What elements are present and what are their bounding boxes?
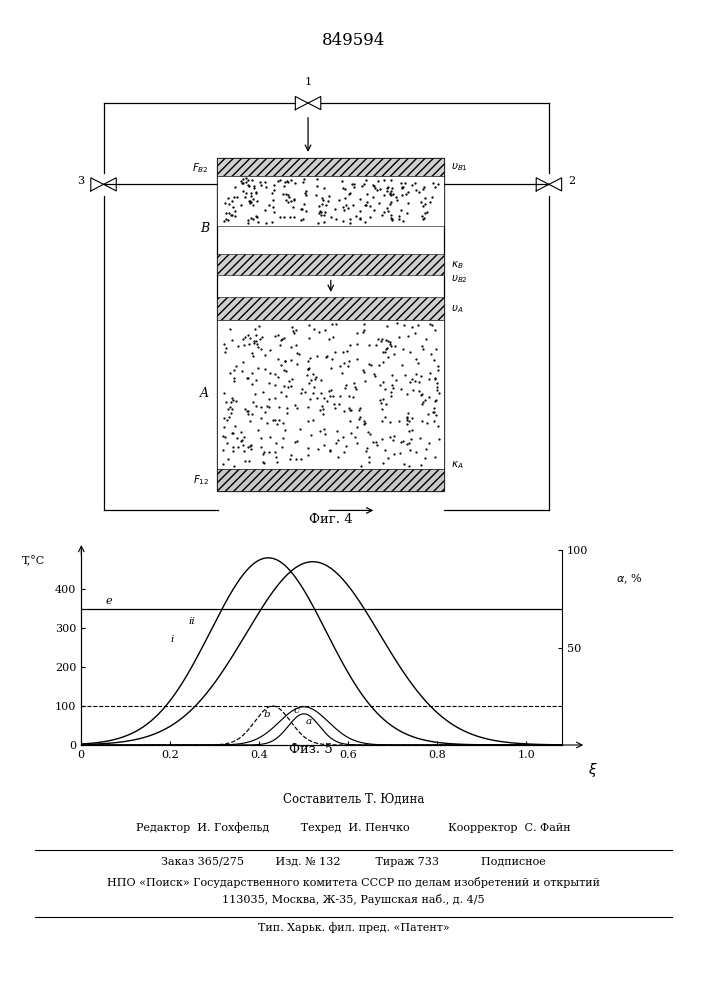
Text: A: A <box>200 387 209 400</box>
Text: Физ. 5: Физ. 5 <box>289 743 333 756</box>
Text: b: b <box>264 710 271 719</box>
Text: i: i <box>170 635 174 644</box>
Text: 1: 1 <box>305 77 312 87</box>
Text: $\upsilon_A$: $\upsilon_A$ <box>451 303 464 315</box>
Text: $\kappa_B$: $\kappa_B$ <box>451 259 464 271</box>
Bar <box>217 158 445 176</box>
Text: e: e <box>106 596 112 606</box>
Text: 2: 2 <box>568 176 575 186</box>
Bar <box>217 158 445 491</box>
Bar <box>217 176 445 226</box>
Text: c: c <box>293 706 299 715</box>
Text: Тип. Харьк. фил. пред. «Патент»: Тип. Харьк. фил. пред. «Патент» <box>257 922 450 933</box>
Text: a: a <box>306 717 312 726</box>
Text: $F_{12}$: $F_{12}$ <box>192 473 209 487</box>
Text: Составитель Т. Юдина: Составитель Т. Юдина <box>283 793 424 806</box>
Text: $\upsilon_{B2}$: $\upsilon_{B2}$ <box>451 273 468 285</box>
Bar <box>217 320 445 469</box>
Text: $\xi$: $\xi$ <box>588 761 598 779</box>
Text: $F_{B2}$: $F_{B2}$ <box>192 162 209 175</box>
Text: 849594: 849594 <box>322 32 385 49</box>
Text: Заказ 365/275         Изд. № 132          Тираж 733            Подписное: Заказ 365/275 Изд. № 132 Тираж 733 Подпи… <box>161 857 546 867</box>
Text: 3: 3 <box>77 176 84 186</box>
Bar <box>217 469 445 491</box>
Text: $\upsilon_{B1}$: $\upsilon_{B1}$ <box>451 161 468 173</box>
Text: Редактор  И. Гохфельд         Техред  И. Пенчко           Коорректор  С. Файн: Редактор И. Гохфельд Техред И. Пенчко Ко… <box>136 822 571 833</box>
Text: ii: ii <box>188 617 195 626</box>
Bar <box>217 297 445 320</box>
Text: 113035, Москва, Ж-35, Раушская наб., д. 4/5: 113035, Москва, Ж-35, Раушская наб., д. … <box>222 894 485 905</box>
Bar <box>217 254 445 275</box>
Text: НПО «Поиск» Государственного комитета СССР по делам изобретений и открытий: НПО «Поиск» Государственного комитета СС… <box>107 877 600 888</box>
Text: B: B <box>200 222 209 235</box>
Text: T,°C: T,°C <box>22 556 45 567</box>
Text: Фиг. 4: Фиг. 4 <box>309 513 353 526</box>
Text: $\alpha$, %: $\alpha$, % <box>617 572 643 586</box>
Text: $\kappa_A$: $\kappa_A$ <box>451 459 464 471</box>
